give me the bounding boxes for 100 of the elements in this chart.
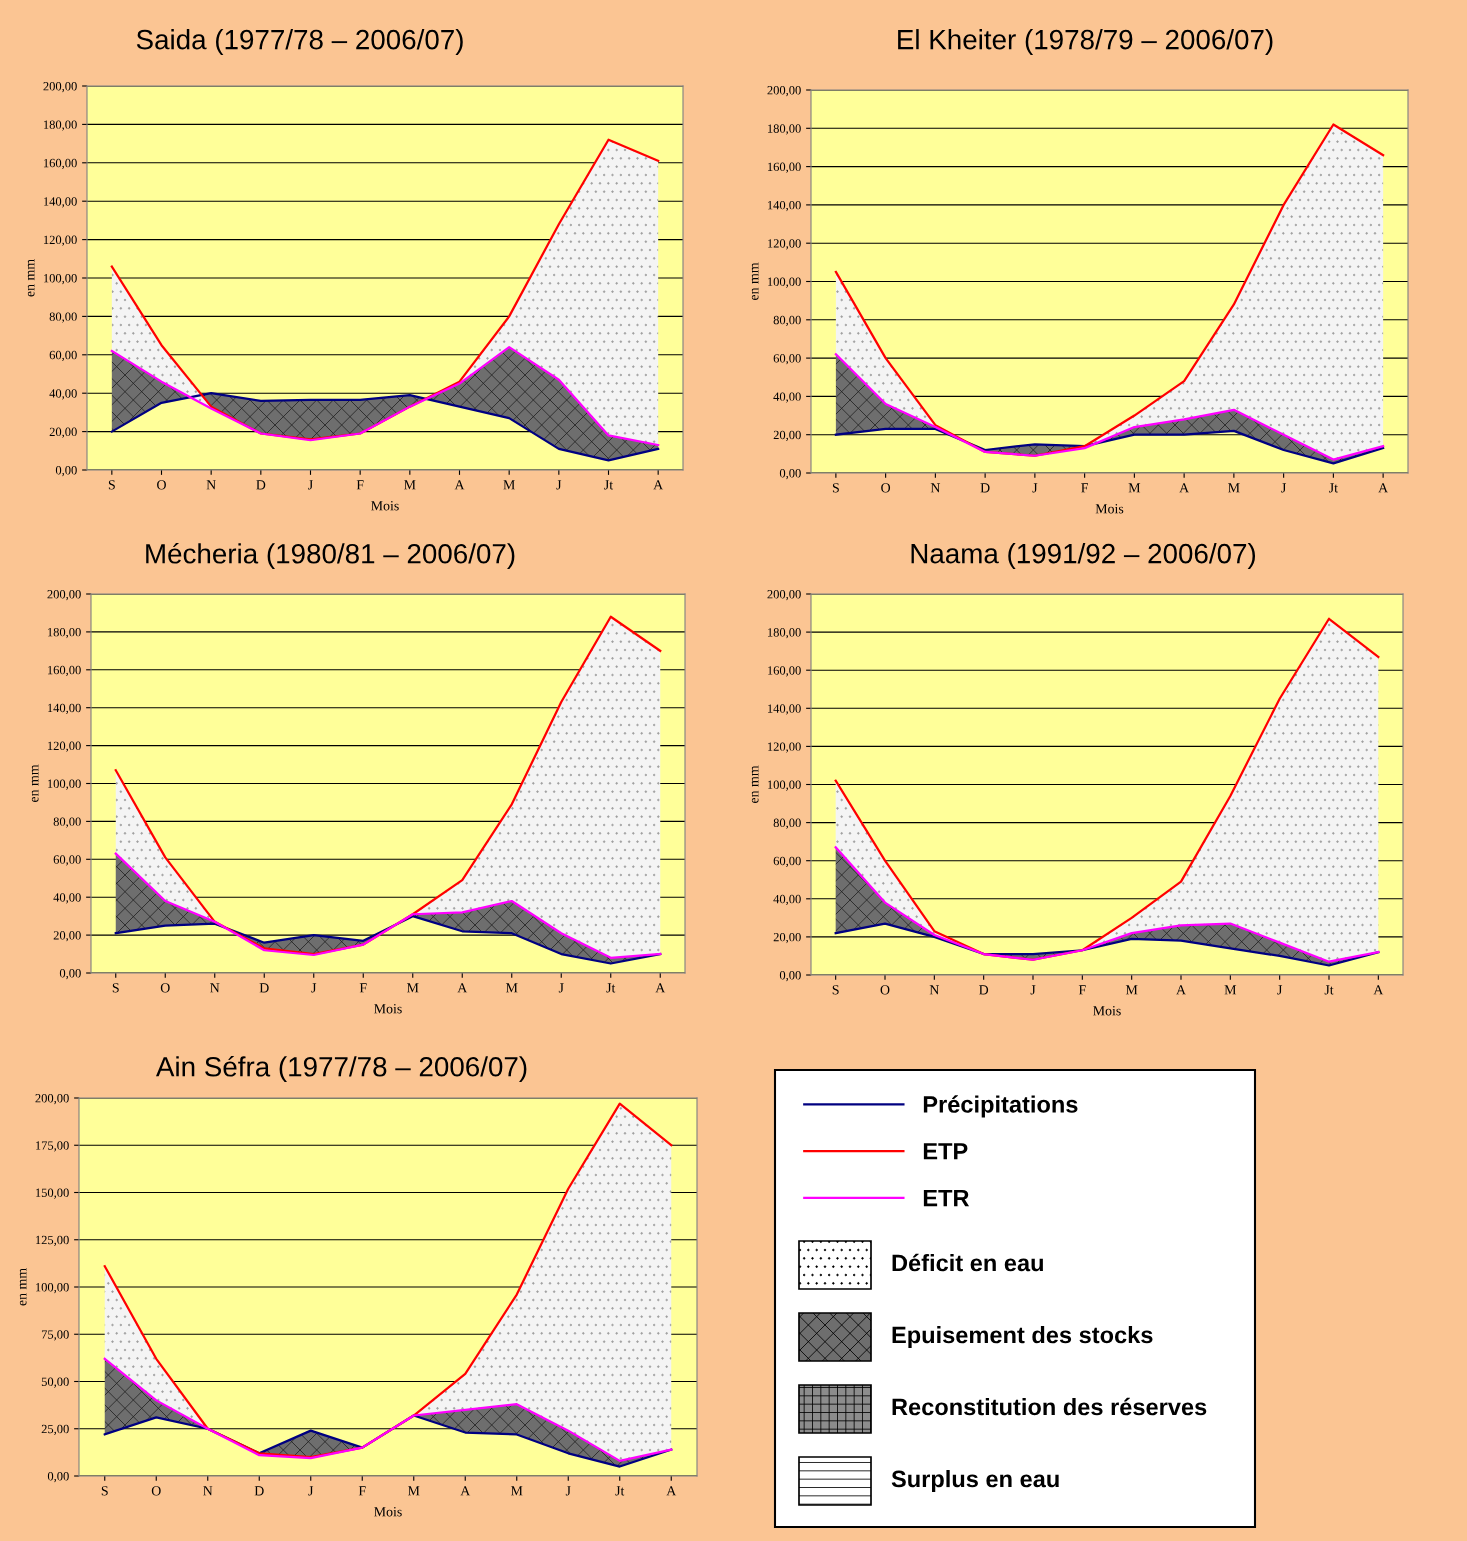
y-tick-label: 140,00 [768,200,801,212]
x-tick-label: A [655,983,666,993]
x-tick-label: A [457,983,468,993]
x-tick-label: M [510,1486,523,1496]
x-tick-label: A [1378,483,1389,493]
x-axis-title: Mois [371,501,399,511]
y-tick-label: 200,00 [47,590,81,601]
y-tick-label: 0,00 [47,1472,69,1483]
y-tick-label: 25,00 [41,1424,69,1436]
y-tick-label: 80,00 [49,312,77,323]
chart-title: El Kheiter (1978/79 – 2006/07) [898,29,1273,55]
y-tick-label: 200,00 [767,86,801,97]
x-tick-label: D [980,483,990,493]
y-tick-label: 75,00 [41,1330,69,1341]
y-tick-label: 160,00 [768,162,801,173]
x-tick-label: O [880,985,890,995]
x-tick-label: J [1277,985,1283,995]
y-tick-label: 120,00 [768,742,801,753]
y-tick-label: 40,00 [53,893,81,904]
x-tick-label: A [653,480,664,490]
y-tick-label: 100,00 [44,274,77,285]
x-tick-label: S [832,483,839,493]
y-tick-label: 100,00 [48,779,81,790]
chart-title: Saida (1977/78 – 2006/07) [136,29,463,55]
y-axis-title: en mm [751,765,759,804]
x-tick-label: F [356,480,364,490]
text: Reconstitution des réserves [892,1397,1207,1416]
x-tick-label: M [503,480,515,490]
x-tick-label: J [1281,483,1287,493]
y-tick-label: 200,00 [767,590,801,601]
y-tick-label: 140,00 [48,703,81,714]
x-tick-label: S [832,985,839,995]
y-tick-label: 100,00 [36,1283,69,1294]
y-tick-label: 160,00 [48,665,81,677]
y-tick-label: 180,00 [768,628,801,639]
x-tick-label: F [359,983,367,993]
x-tick-label: F [358,1486,366,1496]
x-tick-label: J [565,1486,571,1496]
y-tick-label: 0,00 [59,969,81,980]
x-axis-title: Mois [374,1004,402,1014]
x-tick-label: Jt [1324,985,1334,995]
x-tick-label: N [206,480,216,490]
y-tick-label: 0,00 [779,469,801,480]
y-tick-label: 150,00 [36,1188,69,1199]
x-tick-label: Jt [606,983,616,993]
x-tick-label: M [407,1486,420,1496]
y-tick-label: 60,00 [49,350,77,362]
y-tick-label: 20,00 [773,932,801,944]
text: Surplus en eau [891,1469,1059,1492]
x-tick-label: O [160,983,170,993]
x-tick-label: M [505,983,518,993]
x-tick-label: J [556,480,562,490]
x-tick-label: A [1179,483,1190,493]
y-tick-label: 180,00 [44,120,77,131]
y-tick-label: 100,00 [768,277,801,288]
line-series [834,427,1385,465]
legend-label: Précipitations [923,1095,1078,1118]
x-tick-label: Jt [615,1486,625,1496]
y-tick-label: 140,00 [768,704,801,715]
y-tick-label: 60,00 [53,855,81,866]
y-tick-label: 40,00 [773,894,801,906]
x-tick-label: D [256,480,266,490]
x-tick-label: D [979,985,989,995]
y-tick-label: 120,00 [768,239,801,250]
y-tick-label: 40,00 [49,389,77,400]
y-tick-label: 40,00 [773,392,801,403]
x-tick-label: N [203,1486,213,1496]
line-series [110,392,660,462]
y-tick-label: 80,00 [53,817,81,828]
y-tick-label: 60,00 [773,856,801,867]
y-tick-label: 120,00 [44,235,77,246]
x-tick-label: O [881,483,891,493]
x-tick-label: A [460,1486,471,1496]
y-tick-label: 200,00 [35,1094,69,1105]
x-axis-title: Mois [374,1507,402,1517]
y-tick-label: 175,00 [36,1141,69,1152]
y-tick-label: 80,00 [773,315,801,327]
legend-label: ETP [923,1143,968,1160]
x-tick-label: S [112,983,119,993]
y-tick-label: 20,00 [773,430,801,441]
x-tick-label: Jt [604,480,614,490]
y-tick-label: 20,00 [53,931,81,942]
x-tick-label: M [404,480,416,490]
text: Déficit en eau [892,1253,1043,1272]
x-tick-label: M [1128,483,1141,493]
x-tick-label: M [1224,985,1237,995]
x-tick-label: J [558,983,564,993]
x-tick-label: O [157,480,166,490]
x-tick-label: J [311,983,317,993]
x-tick-label: N [929,985,940,995]
x-tick-label: A [454,480,465,490]
x-axis-title: Mois [1095,504,1124,514]
legend-label: ETR [923,1189,970,1207]
y-tick-label: 0,00 [55,466,77,477]
x-axis-title: Mois [1093,1006,1121,1016]
x-tick-label: D [259,983,269,993]
y-axis-title: en mm [19,1268,27,1306]
y-tick-label: 125,00 [36,1235,69,1247]
x-tick-label: J [1032,483,1038,493]
y-tick-label: 160,00 [768,666,801,677]
